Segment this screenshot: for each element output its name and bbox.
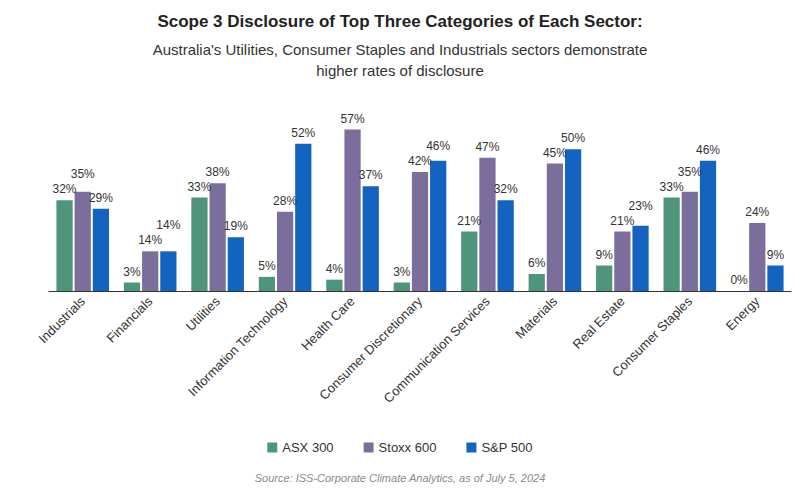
svg-text:Health Care: Health Care xyxy=(298,294,358,354)
svg-text:Utilities: Utilities xyxy=(183,293,224,334)
svg-text:24%: 24% xyxy=(745,205,769,219)
svg-text:5%: 5% xyxy=(258,259,276,273)
svg-text:35%: 35% xyxy=(678,165,702,179)
svg-text:6%: 6% xyxy=(528,256,546,270)
svg-text:Energy: Energy xyxy=(723,293,763,333)
svg-text:Consumer Discretionary: Consumer Discretionary xyxy=(316,293,426,403)
svg-text:9%: 9% xyxy=(767,248,785,262)
svg-text:Information Technology: Information Technology xyxy=(185,293,291,399)
svg-text:46%: 46% xyxy=(426,139,450,153)
svg-text:37%: 37% xyxy=(359,168,383,182)
svg-text:Financials: Financials xyxy=(104,293,156,345)
svg-text:14%: 14% xyxy=(156,218,180,232)
svg-text:higher rates of disclosure: higher rates of disclosure xyxy=(316,62,484,79)
svg-text:45%: 45% xyxy=(543,146,567,160)
svg-text:21%: 21% xyxy=(610,214,634,228)
svg-text:Consumer Staples: Consumer Staples xyxy=(609,293,695,379)
svg-text:4%: 4% xyxy=(326,262,344,276)
svg-text:35%: 35% xyxy=(71,167,95,181)
svg-text:52%: 52% xyxy=(291,126,315,140)
svg-text:Scope 3 Disclosure of Top Thre: Scope 3 Disclosure of Top Three Categori… xyxy=(157,12,642,31)
svg-text:57%: 57% xyxy=(341,112,365,126)
svg-text:0%: 0% xyxy=(730,273,748,287)
svg-text:Materials: Materials xyxy=(512,293,560,341)
svg-text:Real Estate: Real Estate xyxy=(570,294,628,352)
svg-text:3%: 3% xyxy=(393,265,411,279)
svg-text:ASX 300: ASX 300 xyxy=(282,440,333,455)
svg-text:46%: 46% xyxy=(696,143,720,157)
svg-text:14%: 14% xyxy=(138,233,162,247)
svg-text:3%: 3% xyxy=(123,265,141,279)
svg-text:Source: ISS-Corporate Climate: Source: ISS-Corporate Climate Analytics,… xyxy=(255,472,546,484)
svg-text:28%: 28% xyxy=(273,194,297,208)
svg-text:42%: 42% xyxy=(408,154,432,168)
svg-text:19%: 19% xyxy=(224,219,248,233)
svg-text:32%: 32% xyxy=(494,182,518,196)
svg-text:33%: 33% xyxy=(660,180,684,194)
svg-text:33%: 33% xyxy=(187,180,211,194)
svg-text:S&P 500: S&P 500 xyxy=(481,440,532,455)
svg-text:32%: 32% xyxy=(53,182,77,196)
svg-text:29%: 29% xyxy=(89,191,113,205)
svg-text:50%: 50% xyxy=(561,131,585,145)
svg-text:21%: 21% xyxy=(457,214,481,228)
svg-text:47%: 47% xyxy=(475,140,499,154)
svg-text:38%: 38% xyxy=(206,165,230,179)
svg-text:Australia's Utilities, Consume: Australia's Utilities, Consumer Staples … xyxy=(153,41,648,58)
svg-text:23%: 23% xyxy=(629,199,653,213)
svg-text:Industrials: Industrials xyxy=(36,293,89,346)
svg-text:Stoxx 600: Stoxx 600 xyxy=(379,440,437,455)
svg-text:9%: 9% xyxy=(596,248,614,262)
svg-text:Communication Services: Communication Services xyxy=(381,293,494,406)
